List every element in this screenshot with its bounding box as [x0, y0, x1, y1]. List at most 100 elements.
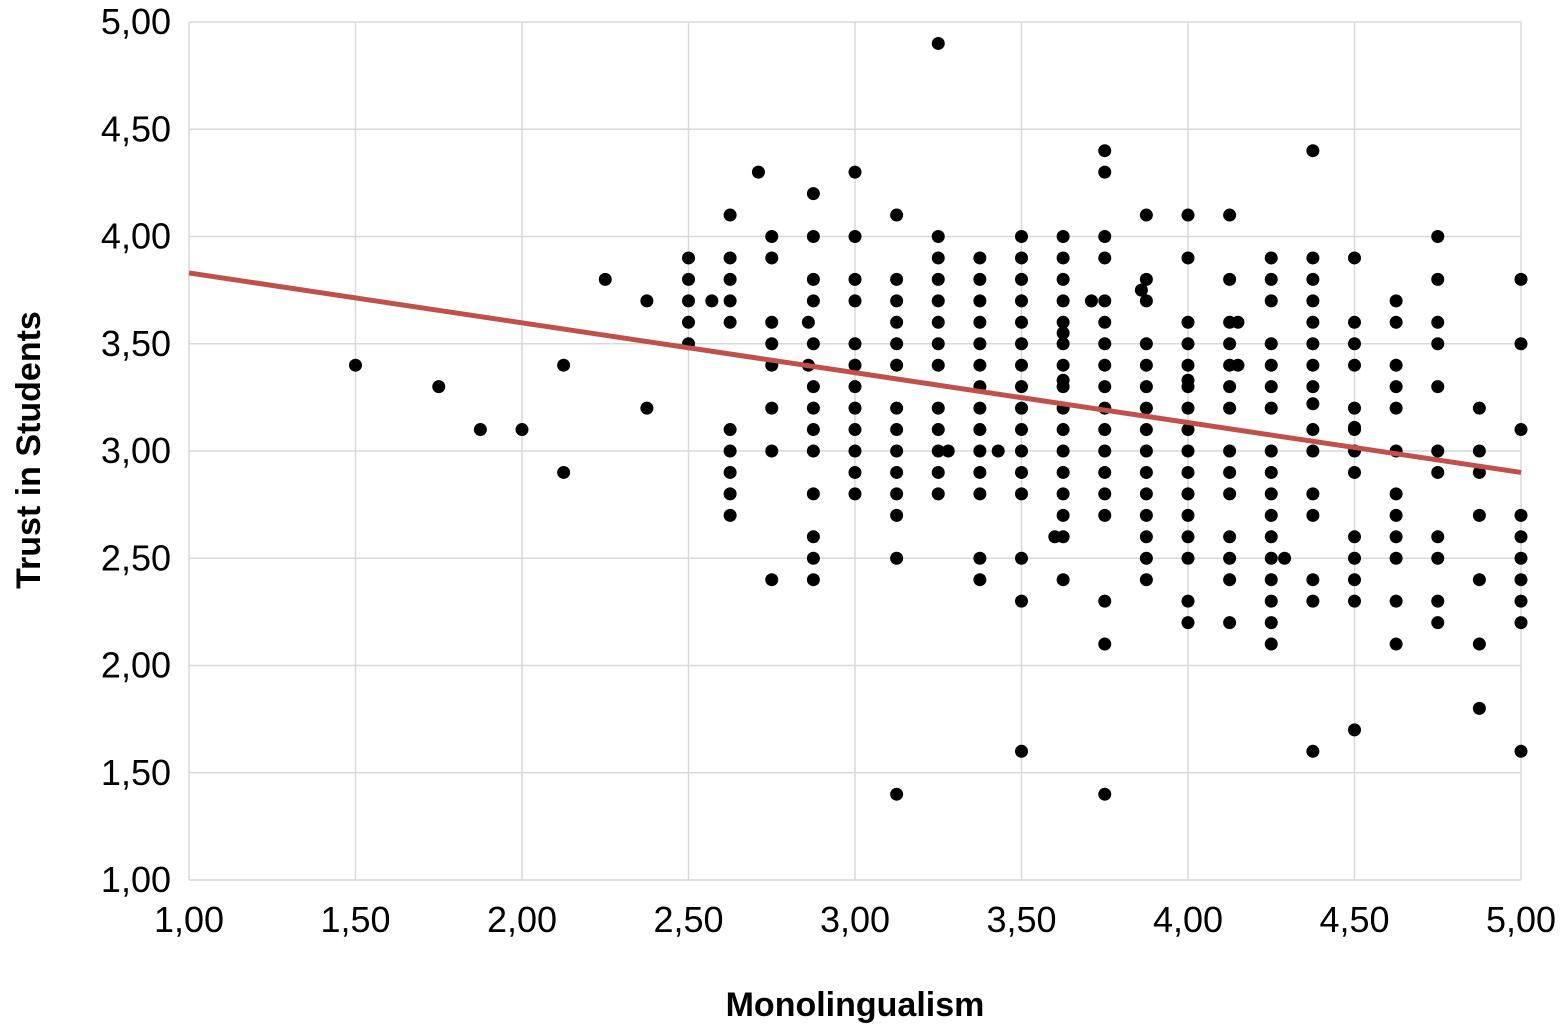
- data-point: [1306, 397, 1320, 411]
- x-tick-label: 5,00: [1486, 899, 1556, 940]
- data-point: [1015, 444, 1028, 458]
- data-point: [1306, 423, 1320, 437]
- data-point: [1181, 444, 1195, 458]
- data-point: [1223, 208, 1237, 222]
- trendline: [188, 270, 1522, 475]
- data-point: [1056, 230, 1070, 243]
- data-point: [806, 187, 820, 201]
- data-point: [1431, 616, 1445, 630]
- data-point: [890, 294, 904, 308]
- x-axis-tick-labels: 1,00 1,50 2,00 2,50 3,00 3,50 4,00 4,50 5,00: [154, 899, 1556, 940]
- data-point: [682, 294, 695, 308]
- data-point: [1264, 616, 1278, 630]
- data-point: [1306, 337, 1320, 351]
- data-point: [1264, 637, 1278, 651]
- data-point: [806, 530, 820, 544]
- data-point: [705, 294, 719, 308]
- data-point: [1056, 326, 1070, 340]
- data-point: [432, 380, 446, 394]
- data-point: [1015, 358, 1028, 372]
- data-point: [1231, 358, 1245, 372]
- y-tick-label: 1,50: [101, 752, 171, 793]
- data-point: [1181, 358, 1195, 372]
- data-point: [890, 423, 904, 437]
- data-point: [765, 315, 779, 329]
- x-tick-label: 3,50: [986, 899, 1056, 940]
- data-point: [515, 423, 529, 437]
- data-point: [723, 508, 737, 522]
- data-point: [1514, 337, 1528, 351]
- data-point: [1056, 423, 1070, 437]
- data-point: [1431, 594, 1445, 608]
- data-point: [848, 294, 862, 308]
- data-point: [723, 208, 737, 222]
- data-point: [1348, 573, 1361, 587]
- data-point: [1264, 487, 1278, 501]
- data-point: [1514, 551, 1528, 565]
- data-point: [1181, 423, 1195, 437]
- data-point: [1389, 358, 1403, 372]
- data-point: [973, 573, 987, 587]
- data-point: [1015, 744, 1028, 758]
- data-point: [931, 230, 945, 243]
- data-point: [806, 423, 820, 437]
- data-point: [1306, 294, 1320, 308]
- data-point: [1348, 465, 1361, 479]
- data-point: [1139, 573, 1153, 587]
- data-point: [1472, 444, 1486, 458]
- data-point: [1472, 637, 1486, 651]
- trendline-group: [188, 270, 1522, 475]
- data-point: [1056, 573, 1070, 587]
- data-point: [1139, 401, 1153, 415]
- data-point: [1348, 358, 1361, 372]
- data-point: [1389, 594, 1403, 608]
- data-point: [1098, 487, 1112, 501]
- data-point: [931, 465, 945, 479]
- data-point: [1056, 465, 1070, 479]
- data-point: [1015, 380, 1028, 394]
- data-point: [973, 465, 987, 479]
- data-point: [931, 337, 945, 351]
- data-point: [1306, 380, 1320, 394]
- y-tick-label: 3,00: [101, 430, 171, 471]
- data-point: [1264, 530, 1278, 544]
- data-point: [1223, 487, 1237, 501]
- data-point: [931, 36, 945, 50]
- data-point: [1348, 594, 1361, 608]
- data-point: [1306, 251, 1320, 265]
- data-point: [991, 444, 1005, 458]
- data-point: [1056, 315, 1070, 329]
- data-point: [1056, 487, 1070, 501]
- data-point: [1223, 380, 1237, 394]
- data-point: [1098, 787, 1112, 801]
- data-point: [723, 294, 737, 308]
- data-point: [765, 444, 779, 458]
- data-point: [1306, 487, 1320, 501]
- data-point: [1015, 272, 1028, 286]
- data-point: [848, 337, 862, 351]
- data-point: [973, 444, 987, 458]
- data-point: [1223, 530, 1237, 544]
- data-point: [890, 487, 904, 501]
- data-point: [1015, 230, 1028, 243]
- data-point: [1472, 573, 1486, 587]
- data-point: [973, 251, 987, 265]
- data-point: [1514, 423, 1528, 437]
- data-point: [931, 444, 945, 458]
- data-point: [1223, 401, 1237, 415]
- data-point: [1389, 637, 1403, 651]
- data-point: [848, 165, 862, 179]
- data-point: [1098, 423, 1112, 437]
- data-point: [806, 337, 820, 351]
- data-point: [1139, 551, 1153, 565]
- data-point: [1139, 272, 1153, 286]
- data-point: [1223, 551, 1237, 565]
- data-point: [1348, 401, 1361, 415]
- data-point: [1098, 337, 1112, 351]
- data-point: [1389, 401, 1403, 415]
- x-tick-label: 4,00: [1153, 899, 1223, 940]
- data-point: [931, 251, 945, 265]
- data-point: [1056, 358, 1070, 372]
- data-point: [1348, 530, 1361, 544]
- data-point: [1139, 358, 1153, 372]
